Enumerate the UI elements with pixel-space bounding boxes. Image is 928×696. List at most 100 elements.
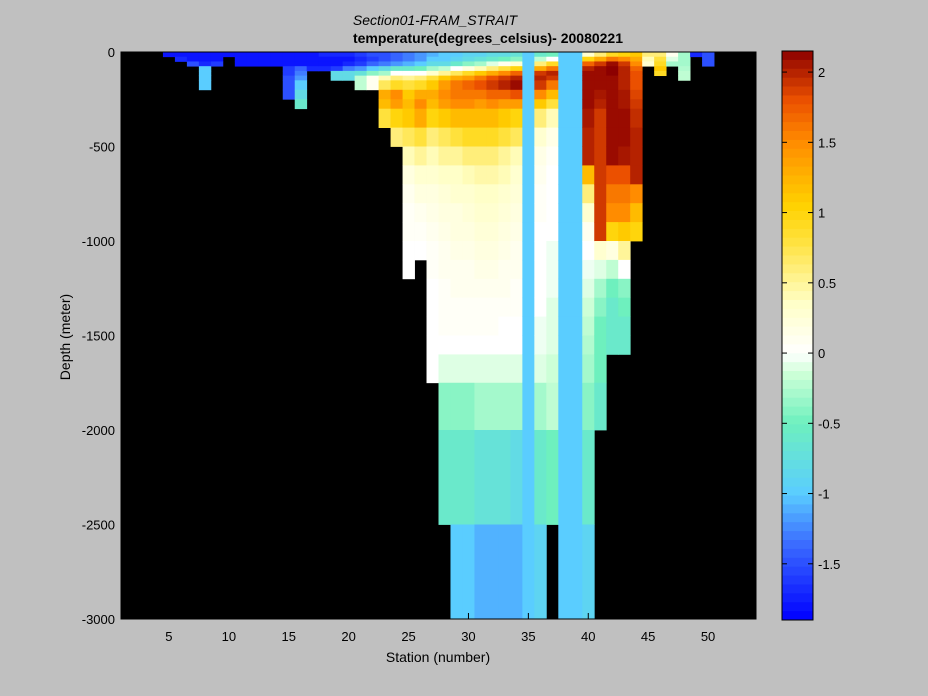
heatmap-cell bbox=[498, 222, 511, 242]
heatmap-cell bbox=[546, 127, 559, 147]
x-tick-label: 10 bbox=[222, 629, 236, 644]
heatmap-cell bbox=[354, 52, 368, 58]
heatmap-cell bbox=[342, 52, 356, 58]
colorbar-ticks: 2 1.5 1 0.5 0 -0.5 -1 -1.5 bbox=[782, 65, 840, 572]
heatmap-cell bbox=[582, 524, 595, 620]
chart-title: Section01-FRAM_STRAIT bbox=[353, 12, 519, 28]
heatmap-cell bbox=[510, 278, 523, 299]
heatmap-cell bbox=[546, 335, 559, 355]
heatmap-cell bbox=[606, 89, 619, 100]
heatmap-cell bbox=[558, 524, 571, 620]
heatmap-cell bbox=[522, 430, 535, 525]
heatmap-cell bbox=[414, 56, 427, 62]
heatmap-cell bbox=[474, 524, 487, 620]
heatmap-cell bbox=[570, 99, 583, 110]
colorbar-step bbox=[782, 211, 813, 221]
heatmap-cell bbox=[534, 165, 547, 185]
heatmap-cell bbox=[462, 259, 475, 280]
heatmap-cell bbox=[630, 127, 643, 147]
heatmap-cell bbox=[210, 52, 224, 58]
colorbar-step bbox=[782, 193, 813, 203]
heatmap-cell bbox=[402, 75, 415, 81]
colorbar-step bbox=[782, 459, 813, 470]
x-tick-label: 40 bbox=[581, 629, 595, 644]
heatmap-cell bbox=[450, 382, 463, 431]
x-tick-label: 30 bbox=[461, 629, 475, 644]
heatmap-cell bbox=[402, 259, 415, 280]
heatmap-cell bbox=[702, 61, 715, 67]
heatmap-cell bbox=[414, 80, 427, 91]
heatmap-cell bbox=[606, 241, 619, 261]
heatmap-cell bbox=[594, 278, 607, 299]
colorbar-tick-label: 0 bbox=[818, 346, 825, 361]
heatmap-cell bbox=[522, 99, 535, 110]
heatmap-cell bbox=[630, 75, 643, 81]
heatmap-cell bbox=[474, 89, 487, 100]
heatmap-cell bbox=[642, 52, 655, 58]
heatmap-cell bbox=[390, 56, 403, 62]
colorbar-step bbox=[782, 131, 813, 141]
heatmap-cell bbox=[402, 184, 415, 204]
heatmap-cell bbox=[498, 316, 511, 336]
colorbar-step bbox=[782, 566, 813, 576]
heatmap-cell bbox=[474, 297, 487, 317]
heatmap-cell bbox=[570, 108, 583, 128]
heatmap-cell bbox=[222, 52, 236, 58]
y-axis-label: Depth (meter) bbox=[57, 294, 73, 380]
heatmap-cell bbox=[534, 184, 547, 204]
heatmap-cell bbox=[582, 184, 595, 204]
heatmap-cell bbox=[606, 80, 619, 91]
heatmap-cell bbox=[570, 241, 583, 261]
heatmap-cell bbox=[378, 99, 391, 110]
heatmap-cell bbox=[450, 70, 463, 77]
heatmap-cell bbox=[606, 222, 619, 242]
heatmap-cell bbox=[450, 146, 463, 166]
heatmap-cell bbox=[618, 297, 631, 317]
heatmap-cell bbox=[342, 56, 356, 62]
heatmap-cell bbox=[474, 259, 487, 280]
heatmap-cell bbox=[414, 66, 427, 72]
heatmap-cell bbox=[330, 66, 344, 72]
heatmap-cell bbox=[558, 259, 571, 280]
heatmap-cell bbox=[402, 127, 415, 147]
colorbar-step bbox=[782, 548, 813, 559]
heatmap-cell bbox=[474, 430, 487, 525]
colorbar-step bbox=[782, 575, 813, 585]
heatmap-cell bbox=[474, 75, 487, 81]
heatmap-cell bbox=[522, 52, 535, 58]
colorbar-step bbox=[782, 388, 813, 399]
heatmap-cell bbox=[594, 184, 607, 204]
heatmap-cell bbox=[414, 75, 427, 81]
heatmap-cell bbox=[258, 52, 272, 58]
colorbar-step bbox=[782, 344, 813, 354]
heatmap-cell bbox=[378, 61, 391, 67]
heatmap-cell bbox=[450, 184, 463, 204]
heatmap-cell bbox=[510, 89, 523, 100]
heatmap-cell bbox=[606, 66, 619, 72]
heatmap-cell bbox=[486, 75, 499, 81]
heatmap-cell bbox=[618, 259, 631, 280]
heatmap-cell bbox=[666, 61, 679, 67]
heatmap-cell bbox=[450, 61, 463, 67]
heatmap-cell bbox=[462, 297, 475, 317]
x-axis-label: Station (number) bbox=[386, 649, 490, 665]
heatmap-cell bbox=[558, 61, 571, 67]
heatmap-cell bbox=[486, 184, 499, 204]
heatmap-cell bbox=[582, 70, 595, 77]
heatmap-cell bbox=[594, 56, 607, 62]
heatmap-cell bbox=[570, 222, 583, 242]
heatmap-cell bbox=[510, 56, 523, 62]
heatmap-cell bbox=[510, 52, 523, 58]
heatmap-cell bbox=[426, 259, 439, 280]
heatmap-cell bbox=[630, 99, 643, 110]
heatmap-cell bbox=[546, 203, 559, 223]
heatmap-cell bbox=[546, 354, 559, 384]
heatmap-cell bbox=[474, 80, 487, 91]
heatmap-cell bbox=[450, 354, 463, 384]
heatmap-cell bbox=[450, 99, 463, 110]
heatmap-cell bbox=[510, 335, 523, 355]
heatmap-cell bbox=[474, 184, 487, 204]
heatmap-cell bbox=[546, 75, 559, 81]
colorbar-step bbox=[782, 246, 813, 256]
heatmap-cell bbox=[594, 89, 607, 100]
